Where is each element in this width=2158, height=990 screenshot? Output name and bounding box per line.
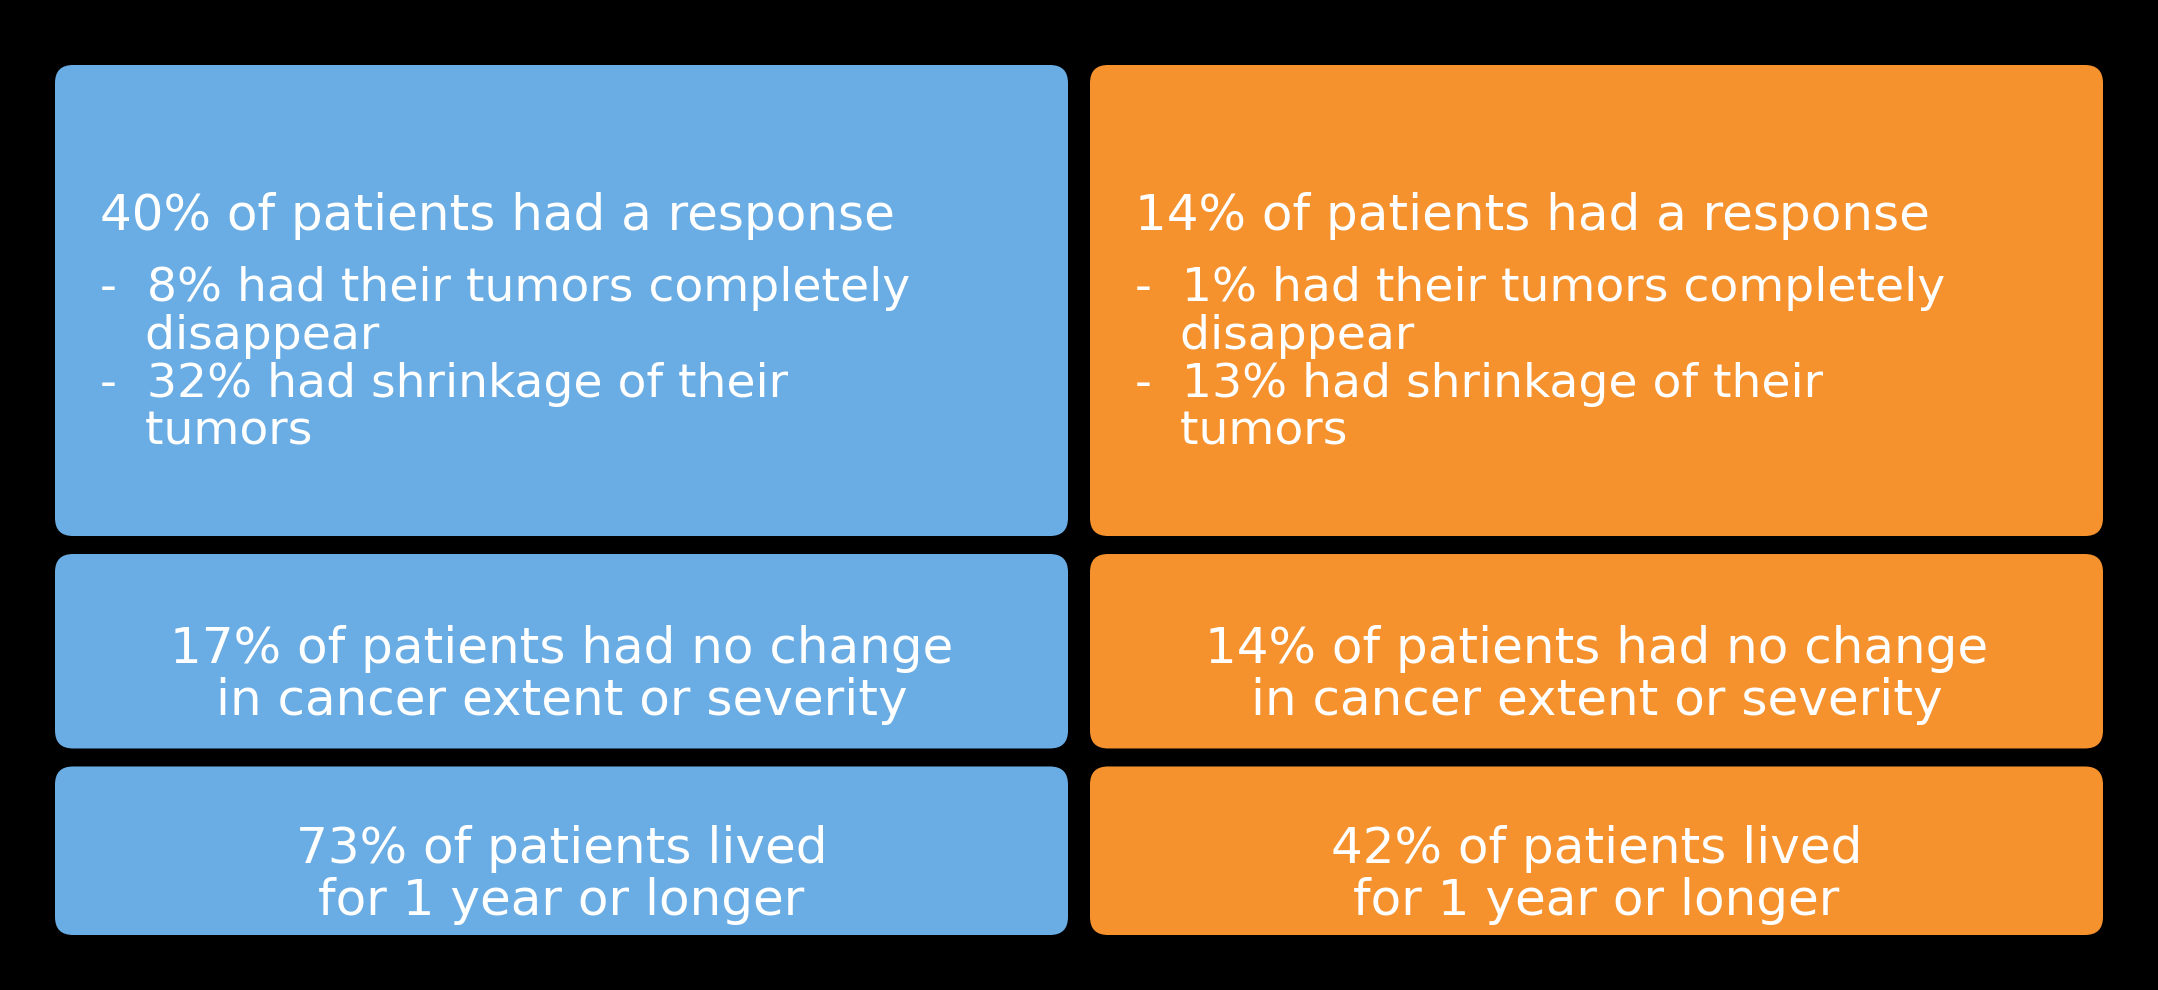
Text: 42% of patients lived: 42% of patients lived	[1331, 825, 1862, 873]
Text: disappear: disappear	[99, 314, 380, 358]
Text: tumors: tumors	[1135, 410, 1347, 454]
Text: tumors: tumors	[99, 410, 313, 454]
FancyBboxPatch shape	[54, 65, 1068, 536]
FancyBboxPatch shape	[54, 766, 1068, 935]
Text: for 1 year or longer: for 1 year or longer	[1353, 877, 1839, 925]
Text: -  13% had shrinkage of their: - 13% had shrinkage of their	[1135, 361, 1824, 407]
Text: -  8% had their tumors completely: - 8% had their tumors completely	[99, 265, 911, 311]
Text: disappear: disappear	[1135, 314, 1413, 358]
Text: for 1 year or longer: for 1 year or longer	[319, 877, 805, 925]
FancyBboxPatch shape	[1090, 554, 2104, 748]
Text: -  32% had shrinkage of their: - 32% had shrinkage of their	[99, 361, 788, 407]
Text: 14% of patients had no change: 14% of patients had no change	[1204, 626, 1988, 673]
Text: 14% of patients had a response: 14% of patients had a response	[1135, 191, 1929, 240]
FancyBboxPatch shape	[1090, 65, 2104, 536]
Text: 17% of patients had no change: 17% of patients had no change	[170, 626, 954, 673]
Text: -  1% had their tumors completely: - 1% had their tumors completely	[1135, 265, 1944, 311]
Text: in cancer extent or severity: in cancer extent or severity	[1252, 677, 1942, 726]
Text: 40% of patients had a response: 40% of patients had a response	[99, 191, 896, 240]
Text: in cancer extent or severity: in cancer extent or severity	[216, 677, 906, 726]
Text: 73% of patients lived: 73% of patients lived	[296, 825, 827, 873]
FancyBboxPatch shape	[1090, 766, 2104, 935]
FancyBboxPatch shape	[54, 554, 1068, 748]
